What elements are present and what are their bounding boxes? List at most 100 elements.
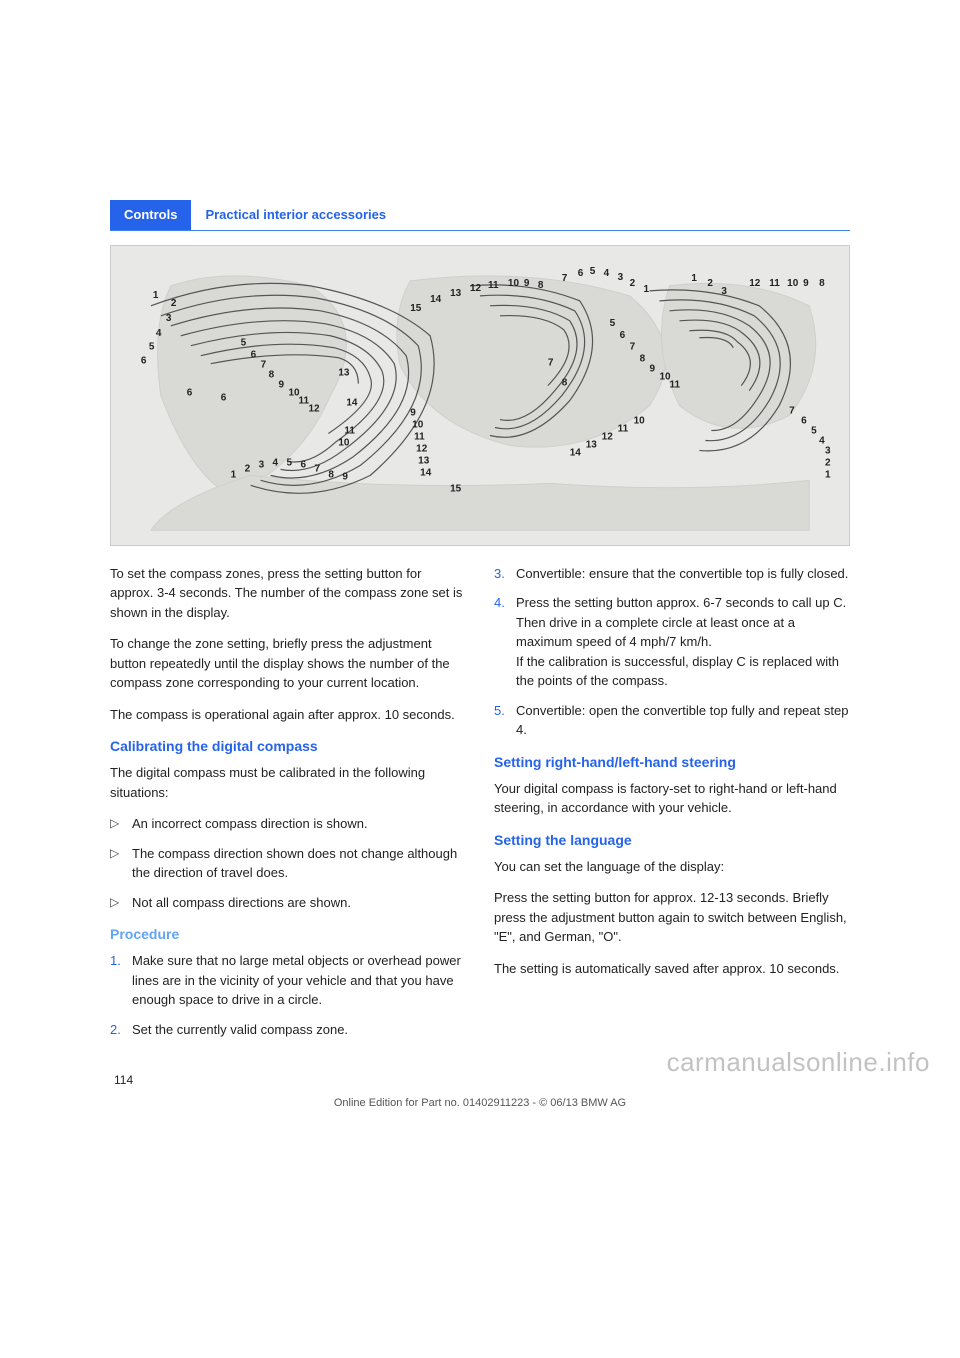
svg-text:2: 2	[825, 457, 831, 468]
svg-text:8: 8	[640, 353, 646, 364]
svg-text:6: 6	[141, 355, 147, 366]
svg-text:13: 13	[418, 455, 430, 466]
svg-text:10: 10	[338, 437, 350, 448]
svg-text:4: 4	[156, 327, 162, 338]
step-text: Convertible: ensure that the convertible…	[516, 566, 848, 581]
calibrate-situations-list: An incorrect compass direction is shown.…	[110, 814, 466, 912]
svg-text:3: 3	[166, 312, 172, 323]
list-item: 5.Convertible: open the convertible top …	[494, 701, 850, 740]
svg-text:9: 9	[279, 379, 285, 390]
svg-text:14: 14	[570, 447, 582, 458]
svg-text:13: 13	[586, 439, 598, 450]
svg-text:14: 14	[430, 293, 442, 304]
svg-text:14: 14	[420, 467, 432, 478]
watermark: carmanualsonline.info	[667, 1043, 930, 1082]
svg-text:1: 1	[153, 289, 159, 300]
svg-text:8: 8	[819, 277, 825, 288]
svg-text:7: 7	[261, 359, 267, 370]
para-set-zones: To set the compass zones, press the sett…	[110, 564, 466, 623]
step-text: Press the setting button approx. 6-7 sec…	[516, 595, 846, 688]
svg-text:7: 7	[562, 272, 568, 283]
svg-text:12: 12	[308, 403, 320, 414]
svg-text:6: 6	[620, 329, 626, 340]
compass-zone-map-svg: 123 456 66 567 8910 1112 1314 151413 121…	[111, 246, 849, 545]
svg-text:12: 12	[602, 431, 614, 442]
svg-text:3: 3	[825, 445, 831, 456]
svg-text:12: 12	[416, 443, 428, 454]
svg-text:10: 10	[634, 415, 646, 426]
svg-text:15: 15	[410, 302, 422, 313]
list-item: 1.Make sure that no large metal objects …	[110, 951, 466, 1010]
svg-text:2: 2	[707, 277, 713, 288]
svg-text:11: 11	[414, 431, 425, 442]
svg-text:2: 2	[245, 463, 251, 474]
svg-text:11: 11	[669, 379, 680, 390]
svg-text:15: 15	[450, 483, 462, 494]
svg-text:10: 10	[787, 277, 799, 288]
svg-text:7: 7	[314, 463, 320, 474]
heading-language: Setting the language	[494, 830, 850, 851]
svg-text:11: 11	[344, 425, 355, 436]
list-item: The compass direction shown does not cha…	[110, 844, 466, 883]
svg-text:10: 10	[412, 419, 424, 430]
svg-text:5: 5	[241, 337, 247, 348]
para-calibrate-intro: The digital compass must be calibrated i…	[110, 763, 466, 802]
svg-text:11: 11	[769, 277, 780, 288]
svg-text:1: 1	[691, 272, 697, 283]
heading-steering: Setting right-hand/left-hand steering	[494, 752, 850, 773]
header-tabs: Controls Practical interior accessories	[110, 200, 850, 231]
svg-text:5: 5	[590, 265, 596, 276]
svg-text:7: 7	[548, 357, 554, 368]
svg-text:8: 8	[269, 369, 275, 380]
svg-text:4: 4	[604, 267, 610, 278]
step-number: 2.	[110, 1020, 121, 1040]
svg-text:3: 3	[618, 271, 624, 282]
svg-text:3: 3	[259, 459, 265, 470]
tab-controls: Controls	[110, 200, 191, 230]
svg-text:5: 5	[287, 457, 293, 468]
svg-text:11: 11	[488, 279, 499, 290]
list-item: An incorrect compass direction is shown.	[110, 814, 466, 834]
list-item: 2. Set the currently valid compass zone.	[110, 1020, 466, 1040]
para-change-zone: To change the zone setting, briefly pres…	[110, 634, 466, 693]
step-text: Convertible: open the convertible top fu…	[516, 703, 848, 738]
compass-zone-map: 123 456 66 567 8910 1112 1314 151413 121…	[110, 245, 850, 546]
svg-text:4: 4	[273, 457, 279, 468]
svg-text:1: 1	[644, 283, 650, 294]
left-column: To set the compass zones, press the sett…	[110, 564, 466, 1052]
heading-calibrating: Calibrating the digital compass	[110, 736, 466, 757]
svg-text:3: 3	[721, 285, 727, 296]
svg-text:9: 9	[410, 407, 416, 418]
svg-text:5: 5	[149, 341, 155, 352]
svg-text:6: 6	[251, 349, 257, 360]
svg-text:10: 10	[508, 277, 520, 288]
para-lang-1: You can set the language of the display:	[494, 857, 850, 877]
svg-text:5: 5	[811, 425, 817, 436]
svg-text:2: 2	[171, 297, 177, 308]
svg-text:5: 5	[610, 317, 616, 328]
svg-text:6: 6	[801, 415, 807, 426]
svg-text:9: 9	[650, 363, 656, 374]
procedure-list-right: 3. Convertible: ensure that the convertib…	[494, 564, 850, 740]
para-operational: The compass is operational again after a…	[110, 705, 466, 725]
svg-text:14: 14	[346, 397, 358, 408]
step-number: 4.	[494, 593, 505, 613]
tab-accessories: Practical interior accessories	[191, 200, 400, 230]
svg-text:12: 12	[470, 282, 482, 293]
svg-text:9: 9	[803, 277, 809, 288]
svg-text:9: 9	[342, 471, 348, 482]
svg-text:1: 1	[825, 469, 831, 480]
step-text: Set the currently valid compass zone.	[132, 1022, 348, 1037]
content-columns: To set the compass zones, press the sett…	[110, 564, 850, 1052]
svg-text:8: 8	[328, 469, 334, 480]
procedure-list-left: 1.Make sure that no large metal objects …	[110, 951, 466, 1039]
svg-text:7: 7	[789, 405, 795, 416]
para-lang-3: The setting is automatically saved after…	[494, 959, 850, 979]
svg-text:6: 6	[187, 387, 193, 398]
step-text: Make sure that no large metal objects or…	[132, 953, 461, 1007]
svg-text:13: 13	[450, 287, 462, 298]
step-number: 3.	[494, 564, 505, 584]
svg-text:6: 6	[300, 459, 306, 470]
svg-text:13: 13	[338, 367, 350, 378]
right-column: 3. Convertible: ensure that the convertib…	[494, 564, 850, 1052]
